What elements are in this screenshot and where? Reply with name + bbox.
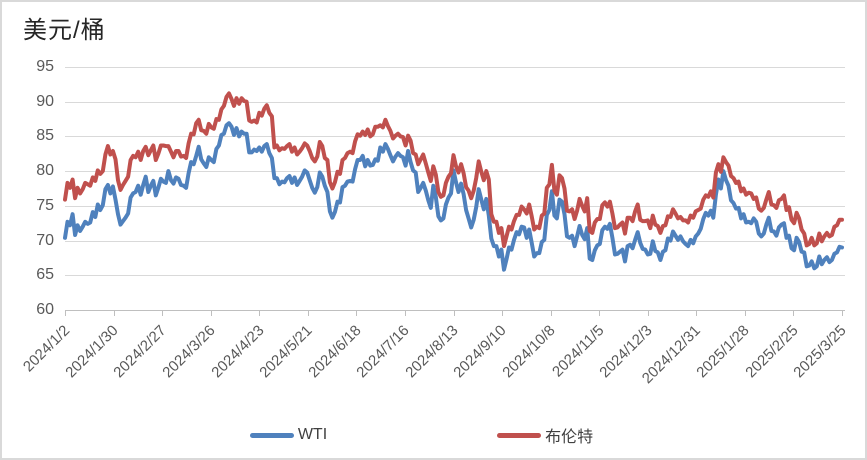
- y-tick-label: 80: [36, 162, 54, 180]
- brent-legend-label: 布伦特: [545, 429, 594, 446]
- chart-legend: WTI 布伦特: [2, 423, 865, 447]
- y-tick-label: 60: [36, 301, 54, 318]
- series-line-wti: [63, 121, 844, 272]
- chart-title: 美元/桶: [23, 17, 106, 44]
- legend-item-wti: WTI: [249, 426, 328, 444]
- brent-line-swatch: [497, 432, 542, 438]
- y-tick-label: 90: [36, 92, 54, 110]
- y-tick-label: 70: [36, 231, 54, 249]
- series-line-brent: [63, 91, 844, 249]
- y-tick-label: 85: [36, 127, 54, 145]
- y-tick-label: 95: [36, 58, 54, 75]
- legend-item-brent: 布伦特: [497, 423, 593, 447]
- wti-line-swatch: [249, 432, 294, 438]
- y-tick-label: 75: [36, 196, 54, 214]
- y-tick-label: 65: [36, 266, 54, 284]
- wti-legend-label: WTI: [297, 426, 328, 443]
